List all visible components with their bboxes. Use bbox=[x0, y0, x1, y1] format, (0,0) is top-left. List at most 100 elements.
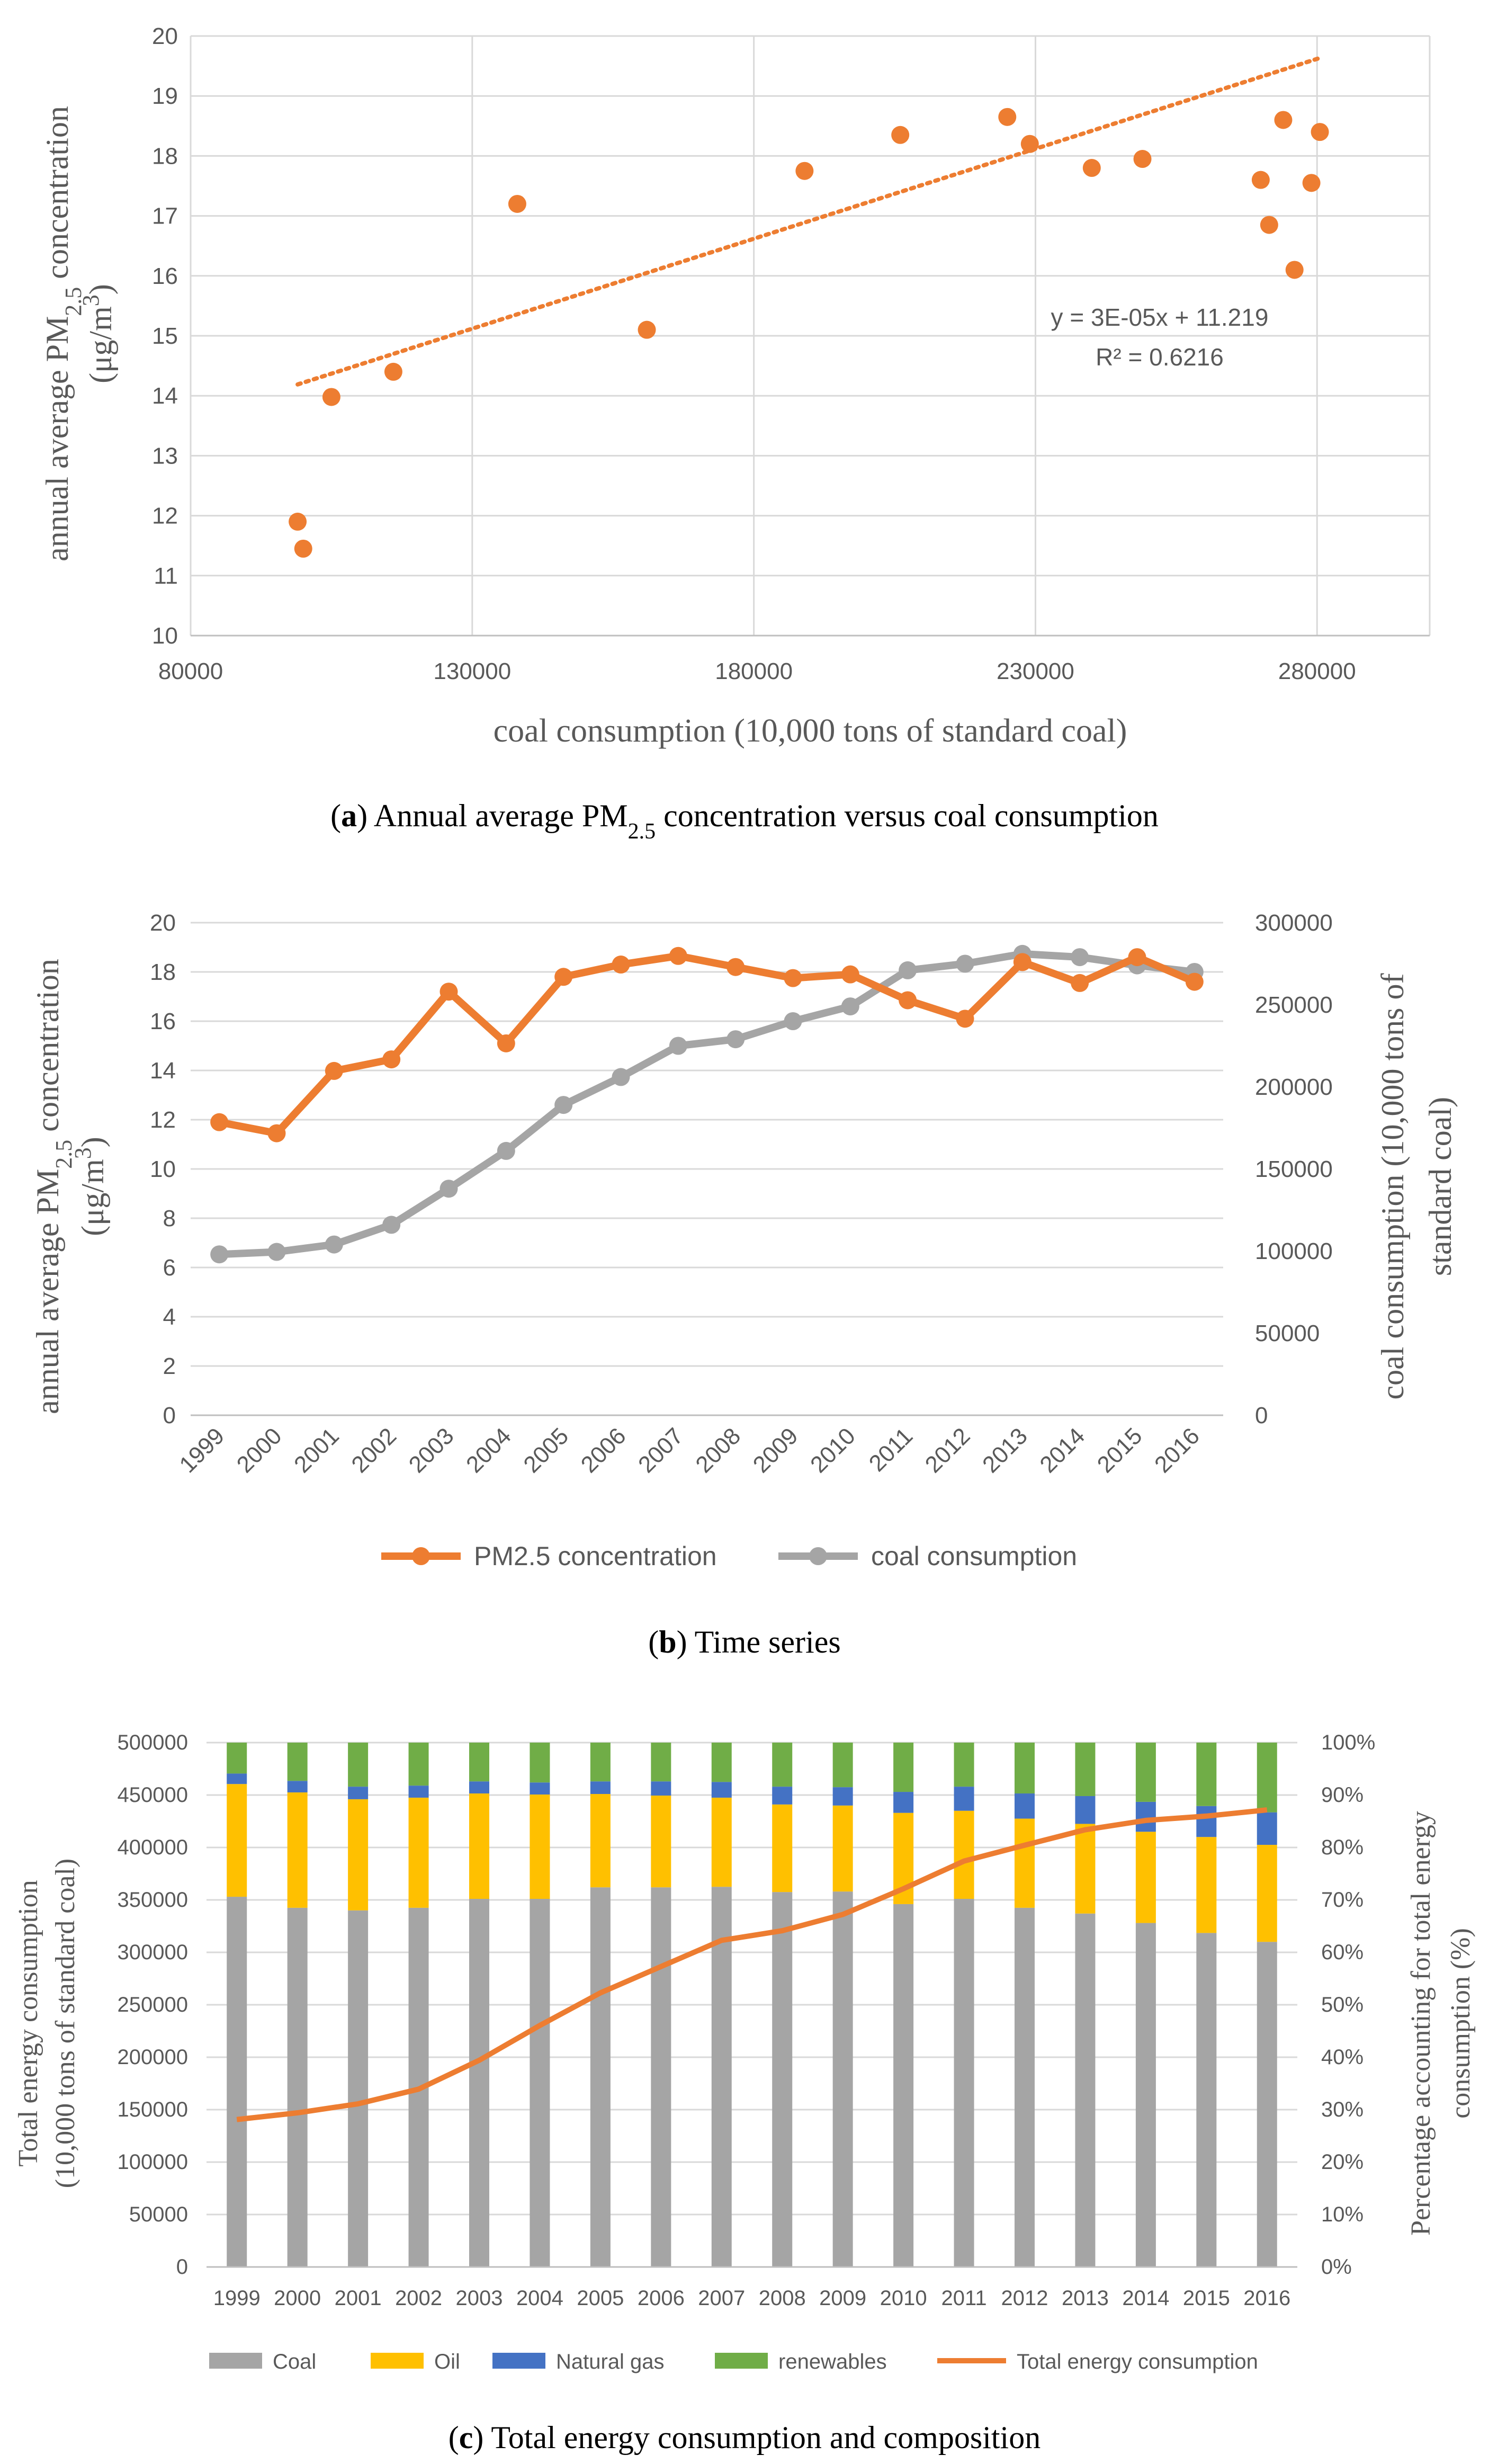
x-tick-label: 2001 bbox=[335, 2287, 382, 2310]
y-tick-label-left: 20 bbox=[150, 910, 176, 936]
y-tick-label-left: 0 bbox=[163, 1403, 176, 1429]
bar-segment-renewables bbox=[469, 1743, 489, 1782]
series-marker bbox=[267, 1124, 286, 1142]
series-marker bbox=[726, 1030, 745, 1049]
y-tick-label-right: 10% bbox=[1321, 2203, 1364, 2226]
bar-segment-oil bbox=[1196, 1837, 1217, 1933]
total-energy-line bbox=[236, 1807, 1268, 2122]
bar-segment-oil bbox=[711, 1797, 732, 1887]
x-tick-label: 2005 bbox=[577, 2287, 624, 2310]
bar-segment-oil bbox=[348, 1799, 369, 1911]
legend-label: Oil bbox=[434, 2350, 460, 2373]
y-tick-label-right: 250000 bbox=[1255, 992, 1333, 1018]
legend-swatch bbox=[492, 2353, 545, 2369]
series-marker bbox=[956, 1010, 974, 1028]
trendline bbox=[295, 56, 1322, 387]
series-marker bbox=[956, 954, 974, 973]
y-tick-label: 12 bbox=[152, 503, 178, 529]
x-tick-label: 2009 bbox=[748, 1423, 803, 1478]
y-tick-label-left: 16 bbox=[150, 1008, 176, 1034]
data-point bbox=[1082, 159, 1101, 177]
y-tick-label-left: 400000 bbox=[118, 1836, 188, 1859]
series-marker bbox=[1013, 953, 1031, 971]
x-tick-label: 2000 bbox=[274, 2287, 321, 2310]
x-tick-label: 2008 bbox=[690, 1423, 746, 1478]
x-tick-label: 280000 bbox=[1278, 658, 1356, 684]
bar-segment-renewables bbox=[1135, 1743, 1156, 1802]
x-tick-label: 2001 bbox=[289, 1423, 344, 1478]
y-axis-title-right: Percentage accounting for total energy bbox=[1406, 1811, 1436, 2236]
y-tick-label-left: 10 bbox=[150, 1156, 176, 1182]
series-marker bbox=[841, 965, 859, 984]
series-marker bbox=[210, 1113, 229, 1131]
bar-segment-renewables bbox=[408, 1743, 429, 1786]
x-tick-label: 2007 bbox=[633, 1423, 688, 1478]
bar-segment-natural-gas bbox=[651, 1781, 671, 1796]
series-marker bbox=[497, 1141, 515, 1160]
x-tick-label: 2005 bbox=[518, 1423, 573, 1478]
data-point bbox=[1285, 261, 1304, 279]
y-tick-label-left: 18 bbox=[150, 959, 176, 985]
y-tick-label-right: 0% bbox=[1321, 2255, 1352, 2279]
series-marker bbox=[841, 997, 859, 1016]
bar-segment-renewables bbox=[651, 1743, 671, 1782]
series-marker bbox=[325, 1061, 343, 1080]
bar-segment-coal bbox=[893, 1904, 914, 2267]
legend-swatch bbox=[209, 2353, 262, 2369]
legend-marker bbox=[809, 1547, 827, 1565]
series-marker bbox=[1071, 948, 1089, 967]
bar-segment-oil bbox=[590, 1794, 611, 1888]
y-tick-label-right: 0 bbox=[1255, 1403, 1268, 1429]
bar-segment-coal bbox=[1015, 1907, 1035, 2267]
x-tick-label: 2004 bbox=[461, 1423, 516, 1478]
bar-segment-natural-gas bbox=[348, 1787, 369, 1799]
y-tick-label: 19 bbox=[152, 83, 178, 109]
r-squared: R² = 0.6216 bbox=[1096, 343, 1224, 371]
bar-segment-oil bbox=[954, 1810, 974, 1899]
y-tick-label-left: 100000 bbox=[118, 2150, 188, 2174]
x-tick-label: 130000 bbox=[433, 658, 511, 684]
y-tick-label: 11 bbox=[154, 563, 178, 589]
bar-segment-coal bbox=[772, 1892, 793, 2267]
x-tick-label: 2007 bbox=[698, 2287, 745, 2310]
x-tick-label: 2010 bbox=[880, 2287, 927, 2310]
y-tick-label-right: 70% bbox=[1321, 1888, 1364, 1912]
y-tick-label: 13 bbox=[152, 443, 178, 469]
bar-segment-coal bbox=[469, 1899, 489, 2267]
x-tick-label: 2006 bbox=[576, 1423, 631, 1478]
series-marker bbox=[267, 1243, 286, 1261]
legend-label: Natural gas bbox=[556, 2350, 665, 2373]
y-tick-label-left: 12 bbox=[150, 1107, 176, 1133]
x-tick-label: 2003 bbox=[404, 1423, 459, 1478]
bar-segment-renewables bbox=[893, 1743, 914, 1792]
x-tick-label: 2013 bbox=[977, 1423, 1033, 1478]
x-axis-title: coal consumption (10,000 tons of standar… bbox=[494, 713, 1127, 749]
bar-segment-coal bbox=[1196, 1933, 1217, 2267]
y-axis-title-left-unit: (μg/m3) bbox=[70, 1137, 111, 1236]
series-marker bbox=[612, 956, 630, 974]
bar-segment-natural-gas bbox=[954, 1787, 974, 1811]
x-tick-label: 2014 bbox=[1122, 2287, 1169, 2310]
series-marker bbox=[1128, 948, 1146, 967]
data-point bbox=[1274, 111, 1293, 129]
y-tick-label-right: 100% bbox=[1321, 1731, 1375, 1754]
x-tick-label: 2014 bbox=[1035, 1423, 1090, 1478]
bar-segment-coal bbox=[590, 1887, 611, 2267]
x-tick-label: 80000 bbox=[158, 658, 223, 684]
legend-label: PM2.5 concentration bbox=[474, 1541, 717, 1571]
data-point bbox=[1020, 135, 1039, 153]
bar-segment-coal bbox=[348, 1910, 369, 2267]
bar-segment-natural-gas bbox=[772, 1787, 793, 1805]
bar-segment-oil bbox=[1257, 1845, 1277, 1942]
x-tick-label: 2000 bbox=[232, 1423, 287, 1478]
series-line bbox=[218, 952, 1196, 1137]
bar-segment-natural-gas bbox=[408, 1785, 429, 1798]
series-marker bbox=[784, 969, 802, 987]
y-tick-label-left: 450000 bbox=[118, 1783, 188, 1807]
bar-segment-coal bbox=[954, 1899, 974, 2267]
bar-segment-renewables bbox=[1015, 1743, 1035, 1794]
y-tick-label-right: 40% bbox=[1321, 2046, 1364, 2069]
series-marker bbox=[899, 961, 917, 979]
data-point bbox=[322, 388, 340, 406]
series-marker bbox=[497, 1034, 515, 1052]
